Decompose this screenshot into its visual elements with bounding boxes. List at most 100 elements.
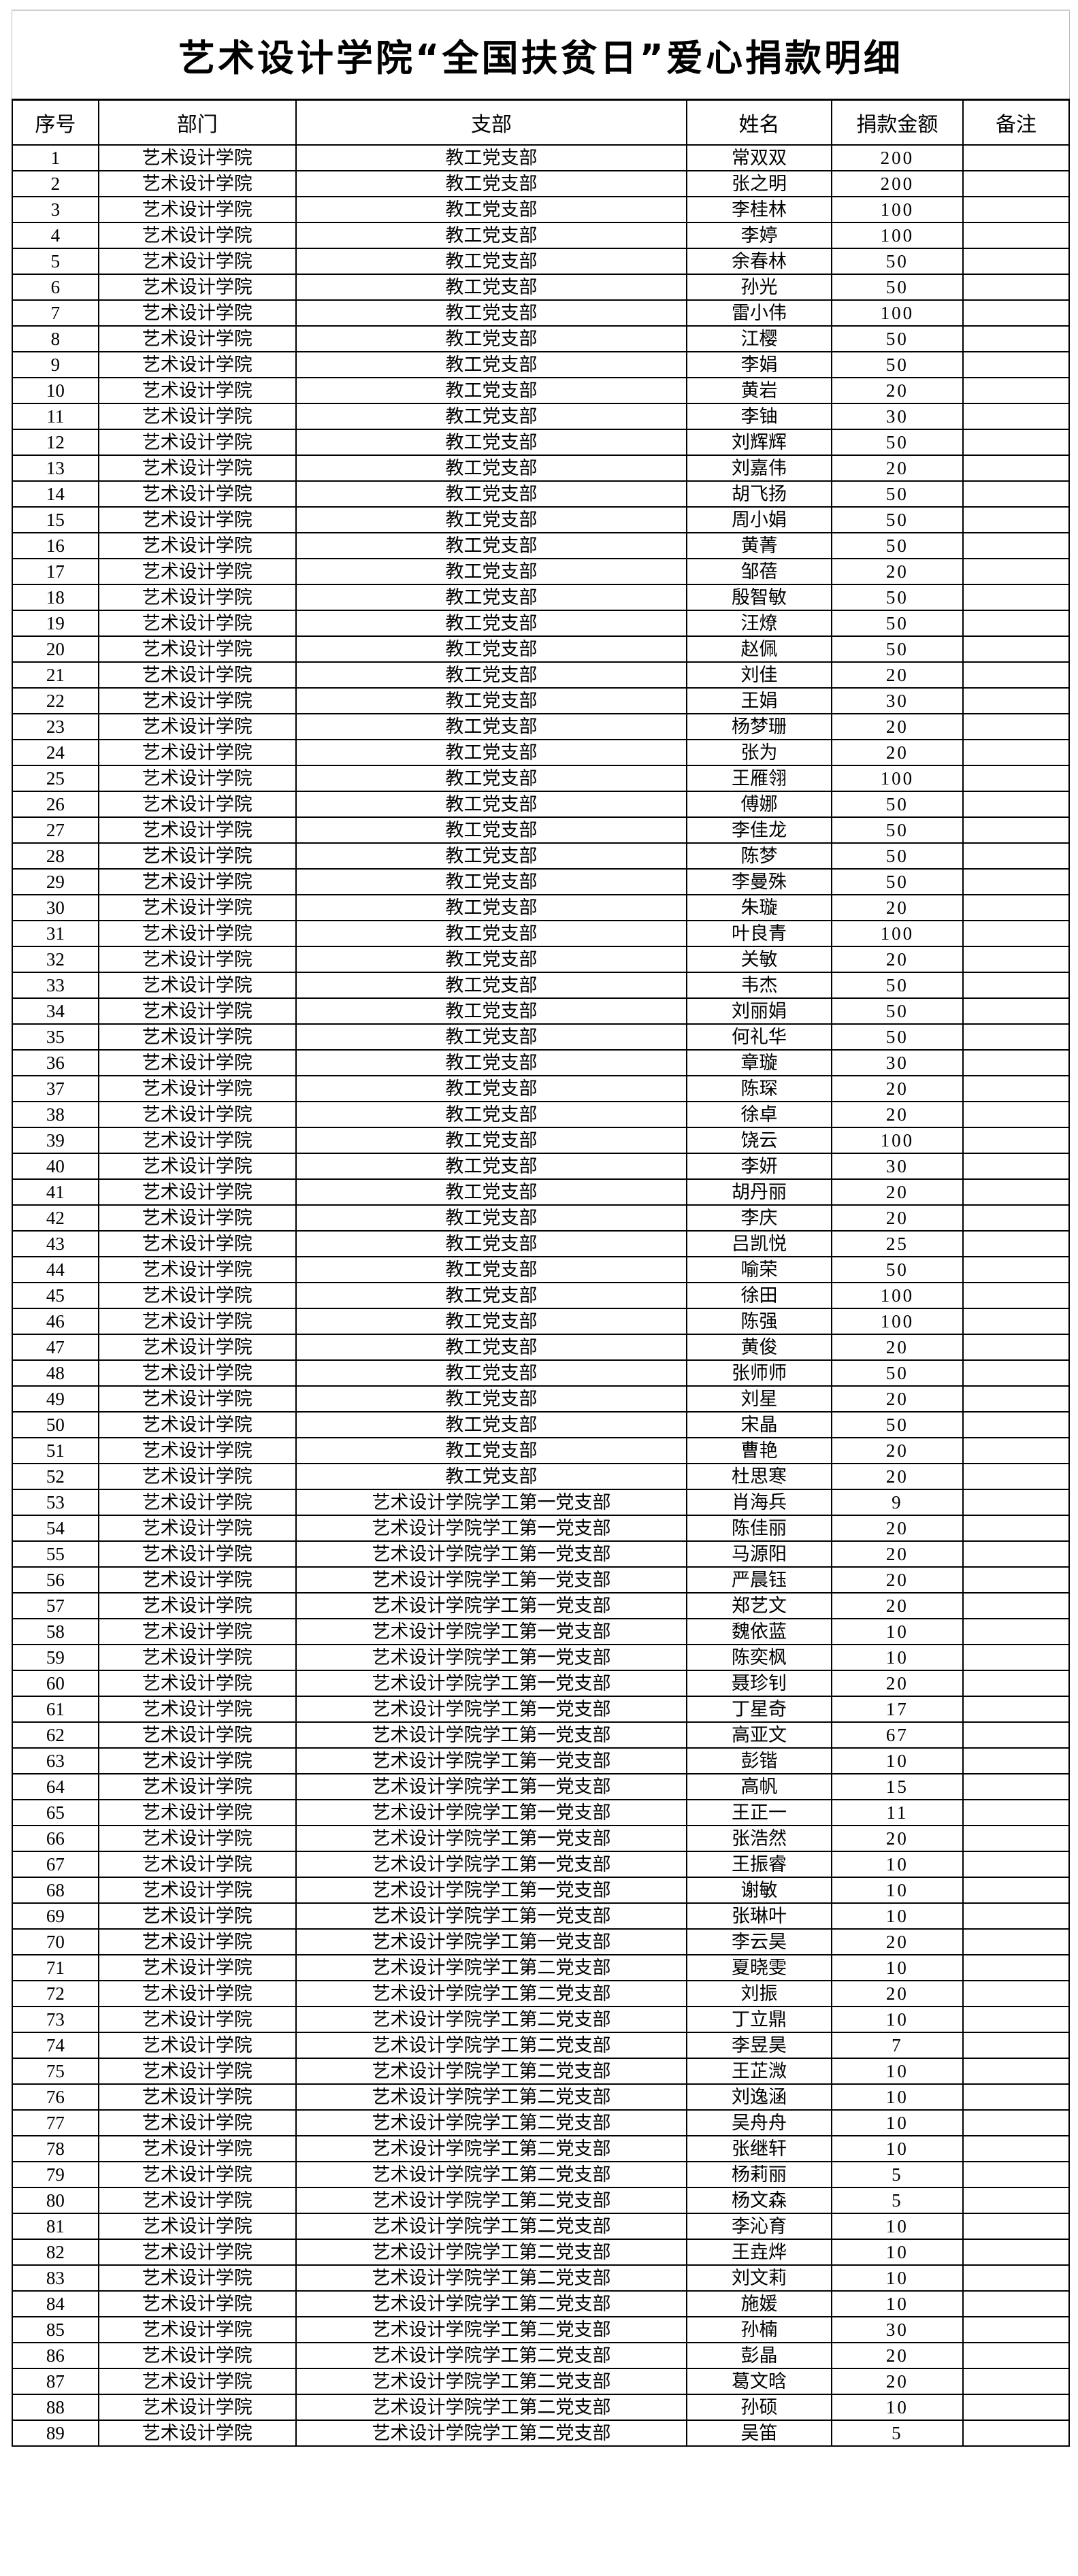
cell-branch: 艺术设计学院学工第一党支部 xyxy=(295,1515,688,1542)
cell-amount: 20 xyxy=(830,1178,964,1206)
cell-name: 李庆 xyxy=(686,1204,832,1232)
table-row: 52 艺术设计学院 教工党支部 杜思寒 20 xyxy=(12,1463,1071,1490)
cell-remark xyxy=(962,455,1071,482)
cell-remark xyxy=(962,610,1071,637)
cell-amount: 11 xyxy=(830,1799,964,1826)
cell-remark xyxy=(962,248,1071,275)
cell-seq: 85 xyxy=(12,2316,99,2343)
table-row: 72 艺术设计学院 艺术设计学院学工第二党支部 刘振 20 xyxy=(12,1980,1071,2007)
cell-branch: 艺术设计学院学工第二党支部 xyxy=(295,2187,688,2214)
cell-remark xyxy=(962,1799,1071,1826)
table-row: 1 艺术设计学院 教工党支部 常双双 200 xyxy=(12,144,1071,171)
cell-name: 谢敏 xyxy=(686,1877,832,1904)
cell-dept: 艺术设计学院 xyxy=(97,2368,297,2395)
cell-amount: 5 xyxy=(830,2187,964,2214)
cell-dept: 艺术设计学院 xyxy=(97,1075,297,1102)
cell-branch: 教工党支部 xyxy=(295,920,688,947)
cell-branch: 教工党支部 xyxy=(295,1437,688,1464)
cell-dept: 艺术设计学院 xyxy=(97,1566,297,1594)
table-row: 41 艺术设计学院 教工党支部 胡丹丽 20 xyxy=(12,1178,1071,1206)
cell-dept: 艺术设计学院 xyxy=(97,1954,297,1981)
cell-seq: 69 xyxy=(12,1902,99,1930)
cell-dept: 艺术设计学院 xyxy=(97,2316,297,2343)
table-row: 76 艺术设计学院 艺术设计学院学工第二党支部 刘逸涵 10 xyxy=(12,2083,1071,2111)
cell-dept: 艺术设计学院 xyxy=(97,920,297,947)
cell-remark xyxy=(962,1877,1071,1904)
cell-dept: 艺术设计学院 xyxy=(97,1747,297,1774)
cell-branch: 教工党支部 xyxy=(295,713,688,740)
table-row: 33 艺术设计学院 教工党支部 韦杰 50 xyxy=(12,972,1071,999)
cell-amount: 100 xyxy=(830,1127,964,1154)
cell-name: 彭锴 xyxy=(686,1747,832,1774)
cell-seq: 60 xyxy=(12,1670,99,1697)
cell-dept: 艺术设计学院 xyxy=(97,584,297,611)
cell-amount: 50 xyxy=(830,248,964,275)
cell-remark xyxy=(962,635,1071,663)
table-row: 10 艺术设计学院 教工党支部 黄岩 20 xyxy=(12,377,1071,404)
cell-amount: 20 xyxy=(830,1463,964,1490)
cell-seq: 38 xyxy=(12,1101,99,1128)
table-row: 39 艺术设计学院 教工党支部 饶云 100 xyxy=(12,1127,1071,1154)
cell-name: 杜思寒 xyxy=(686,1463,832,1490)
table-row: 82 艺术设计学院 艺术设计学院学工第二党支部 王垚烨 10 xyxy=(12,2239,1071,2266)
cell-name: 杨文森 xyxy=(686,2187,832,2214)
cell-remark xyxy=(962,2316,1071,2343)
cell-name: 王芷溦 xyxy=(686,2058,832,2085)
cell-name: 孙光 xyxy=(686,274,832,301)
cell-seq: 11 xyxy=(12,403,99,430)
table-row: 51 艺术设计学院 教工党支部 曹艳 20 xyxy=(12,1437,1071,1464)
cell-amount: 10 xyxy=(830,1877,964,1904)
cell-seq: 4 xyxy=(12,222,99,249)
table-row: 35 艺术设计学院 教工党支部 何礼华 50 xyxy=(12,1023,1071,1051)
cell-branch: 教工党支部 xyxy=(295,997,688,1025)
cell-dept: 艺术设计学院 xyxy=(97,1178,297,1206)
table-row: 18 艺术设计学院 教工党支部 殷智敏 50 xyxy=(12,584,1071,611)
cell-amount: 10 xyxy=(830,1644,964,1671)
cell-seq: 53 xyxy=(12,1489,99,1516)
cell-dept: 艺术设计学院 xyxy=(97,2342,297,2369)
cell-remark xyxy=(962,1204,1071,1232)
cell-name: 李桂林 xyxy=(686,196,832,223)
cell-dept: 艺术设计学院 xyxy=(97,1411,297,1438)
cell-remark xyxy=(962,2368,1071,2395)
cell-amount: 20 xyxy=(830,1566,964,1594)
cell-remark xyxy=(962,506,1071,533)
cell-remark xyxy=(962,791,1071,818)
cell-dept: 艺术设计学院 xyxy=(97,2135,297,2162)
cell-dept: 艺术设计学院 xyxy=(97,1670,297,1697)
cell-remark xyxy=(962,2213,1071,2240)
cell-amount: 20 xyxy=(830,2342,964,2369)
cell-seq: 54 xyxy=(12,1515,99,1542)
cell-branch: 艺术设计学院学工第二党支部 xyxy=(295,2290,688,2317)
cell-amount: 10 xyxy=(830,2394,964,2421)
cell-branch: 教工党支部 xyxy=(295,894,688,921)
cell-seq: 86 xyxy=(12,2342,99,2369)
table-row: 36 艺术设计学院 教工党支部 章璇 30 xyxy=(12,1049,1071,1076)
cell-remark xyxy=(962,1049,1071,1076)
cell-branch: 教工党支部 xyxy=(295,868,688,895)
cell-name: 张师师 xyxy=(686,1359,832,1387)
cell-dept: 艺术设计学院 xyxy=(97,1696,297,1723)
cell-remark xyxy=(962,2109,1071,2136)
cell-branch: 教工党支部 xyxy=(295,351,688,378)
cell-seq: 41 xyxy=(12,1178,99,1206)
cell-amount: 67 xyxy=(830,1721,964,1749)
table-row: 23 艺术设计学院 教工党支部 杨梦珊 20 xyxy=(12,713,1071,740)
table-row: 80 艺术设计学院 艺术设计学院学工第二党支部 杨文森 5 xyxy=(12,2187,1071,2214)
cell-remark xyxy=(962,351,1071,378)
cell-amount: 20 xyxy=(830,894,964,921)
cell-remark xyxy=(962,1721,1071,1749)
cell-name: 汪燎 xyxy=(686,610,832,637)
table-row: 66 艺术设计学院 艺术设计学院学工第一党支部 张浩然 20 xyxy=(12,1825,1071,1852)
table-row: 3 艺术设计学院 教工党支部 李桂林 100 xyxy=(12,196,1071,223)
cell-dept: 艺术设计学院 xyxy=(97,894,297,921)
cell-name: 郑艺文 xyxy=(686,1592,832,1619)
cell-seq: 62 xyxy=(12,1721,99,1749)
cell-dept: 艺术设计学院 xyxy=(97,299,297,327)
cell-dept: 艺术设计学院 xyxy=(97,1153,297,1180)
cell-branch: 艺术设计学院学工第一党支部 xyxy=(295,1566,688,1594)
cell-name: 张之明 xyxy=(686,170,832,197)
cell-seq: 73 xyxy=(12,2006,99,2033)
cell-branch: 艺术设计学院学工第一党支部 xyxy=(295,1799,688,1826)
cell-dept: 艺术设计学院 xyxy=(97,1230,297,1257)
